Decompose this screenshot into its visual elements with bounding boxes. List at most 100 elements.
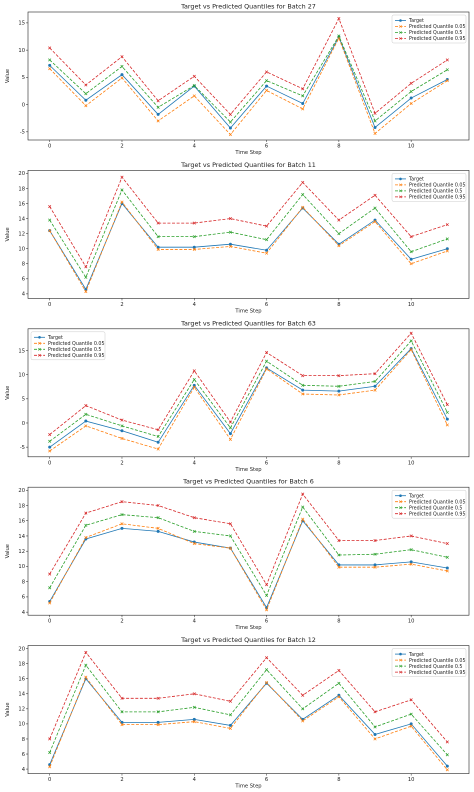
data-point [192,74,196,78]
data-point [445,764,449,768]
data-point [48,601,52,605]
y-tick-label: 18 [18,503,25,509]
data-point [84,523,88,527]
x-tick-label: 0 [48,777,51,783]
data-point [409,724,413,728]
legend-entry: Predicted Quantile 0.05 [409,658,466,664]
data-point [373,372,377,376]
data-point [120,723,124,727]
data-point [84,412,88,416]
y-tick-label: 15 [18,21,25,27]
plot-frame [27,11,470,141]
data-point [228,120,232,124]
data-point [301,374,305,378]
legend-entry: Predicted Quantile 0.05 [409,499,466,505]
data-point [120,64,124,69]
x-tick-label: 0 [48,460,51,466]
series-line-3 [49,332,448,435]
data-point [373,193,377,197]
chart-panel-2: Target vs Predicted Quantiles for Batch … [5,319,470,473]
data-point [48,204,52,209]
data-point [192,385,196,389]
y-tick-label: -5 [20,445,25,451]
data-point [373,563,377,567]
y-axis-label: Value [5,386,11,400]
y-tick-label: 6 [22,595,25,601]
data-point [48,737,52,741]
data-point [337,553,341,557]
data-point [84,275,88,279]
data-point [409,331,413,335]
data-point [301,205,305,209]
data-point [156,247,160,252]
y-axis-label: Value [5,69,11,83]
data-point [228,522,232,526]
x-axis-label: Time Step [234,625,262,631]
x-tick-label: 8 [337,619,340,625]
data-point [228,126,232,130]
data-point [337,232,341,236]
data-point [228,534,232,538]
data-point [373,125,377,129]
data-point [228,112,232,116]
data-point [337,389,341,393]
series-line-3 [49,651,448,743]
series-line-3 [49,17,448,115]
series-line-3 [49,493,448,586]
data-point [228,723,232,727]
data-point [337,565,341,569]
data-point [409,698,413,702]
data-point [228,432,232,436]
data-point [84,83,88,87]
data-point [265,366,269,370]
series-line-2 [49,664,448,756]
data-point [337,218,341,222]
data-point [192,221,196,225]
data-point [120,696,124,700]
x-tick-label: 6 [265,144,268,150]
data-point [265,248,269,252]
data-point [120,418,124,422]
legend-entry: Predicted Quantile 0.05 [409,183,466,189]
data-point [301,505,305,509]
data-point [84,92,88,96]
data-point [409,562,413,566]
series-line-1 [49,518,448,611]
x-tick-label: 6 [265,302,268,308]
legend-entry: Target [408,18,424,24]
y-tick-label: 18 [18,186,25,192]
data-point [373,737,377,741]
data-point [301,707,305,711]
data-point [301,388,305,392]
data-point [120,710,124,714]
data-point [192,84,196,88]
data-point [228,230,232,234]
data-point [84,265,88,269]
data-point [156,529,160,533]
data-point [228,546,232,550]
x-axis-label: Time Step [234,784,262,790]
data-point [265,367,269,371]
series-line-0 [49,347,448,448]
x-tick-label: 8 [337,777,340,783]
x-tick-label: 4 [193,777,197,783]
data-point [445,753,449,757]
chart-panel-0: Target vs Predicted Quantiles for Batch … [5,3,470,156]
data-point [445,223,449,227]
data-point [337,393,341,397]
data-point [120,424,124,428]
data-point [409,347,413,351]
y-tick-label: 6 [22,752,25,758]
legend-entry: Target [408,493,424,499]
series-line-0 [49,677,448,767]
chart-panel-3: Target vs Predicted Quantiles for Batch … [5,478,470,631]
data-point [301,392,305,396]
data-point [445,68,449,72]
data-point [409,89,413,94]
x-tick-label: 2 [120,144,123,150]
data-point [156,112,160,116]
data-point [373,552,377,556]
data-point [192,692,196,696]
data-point [337,384,341,388]
